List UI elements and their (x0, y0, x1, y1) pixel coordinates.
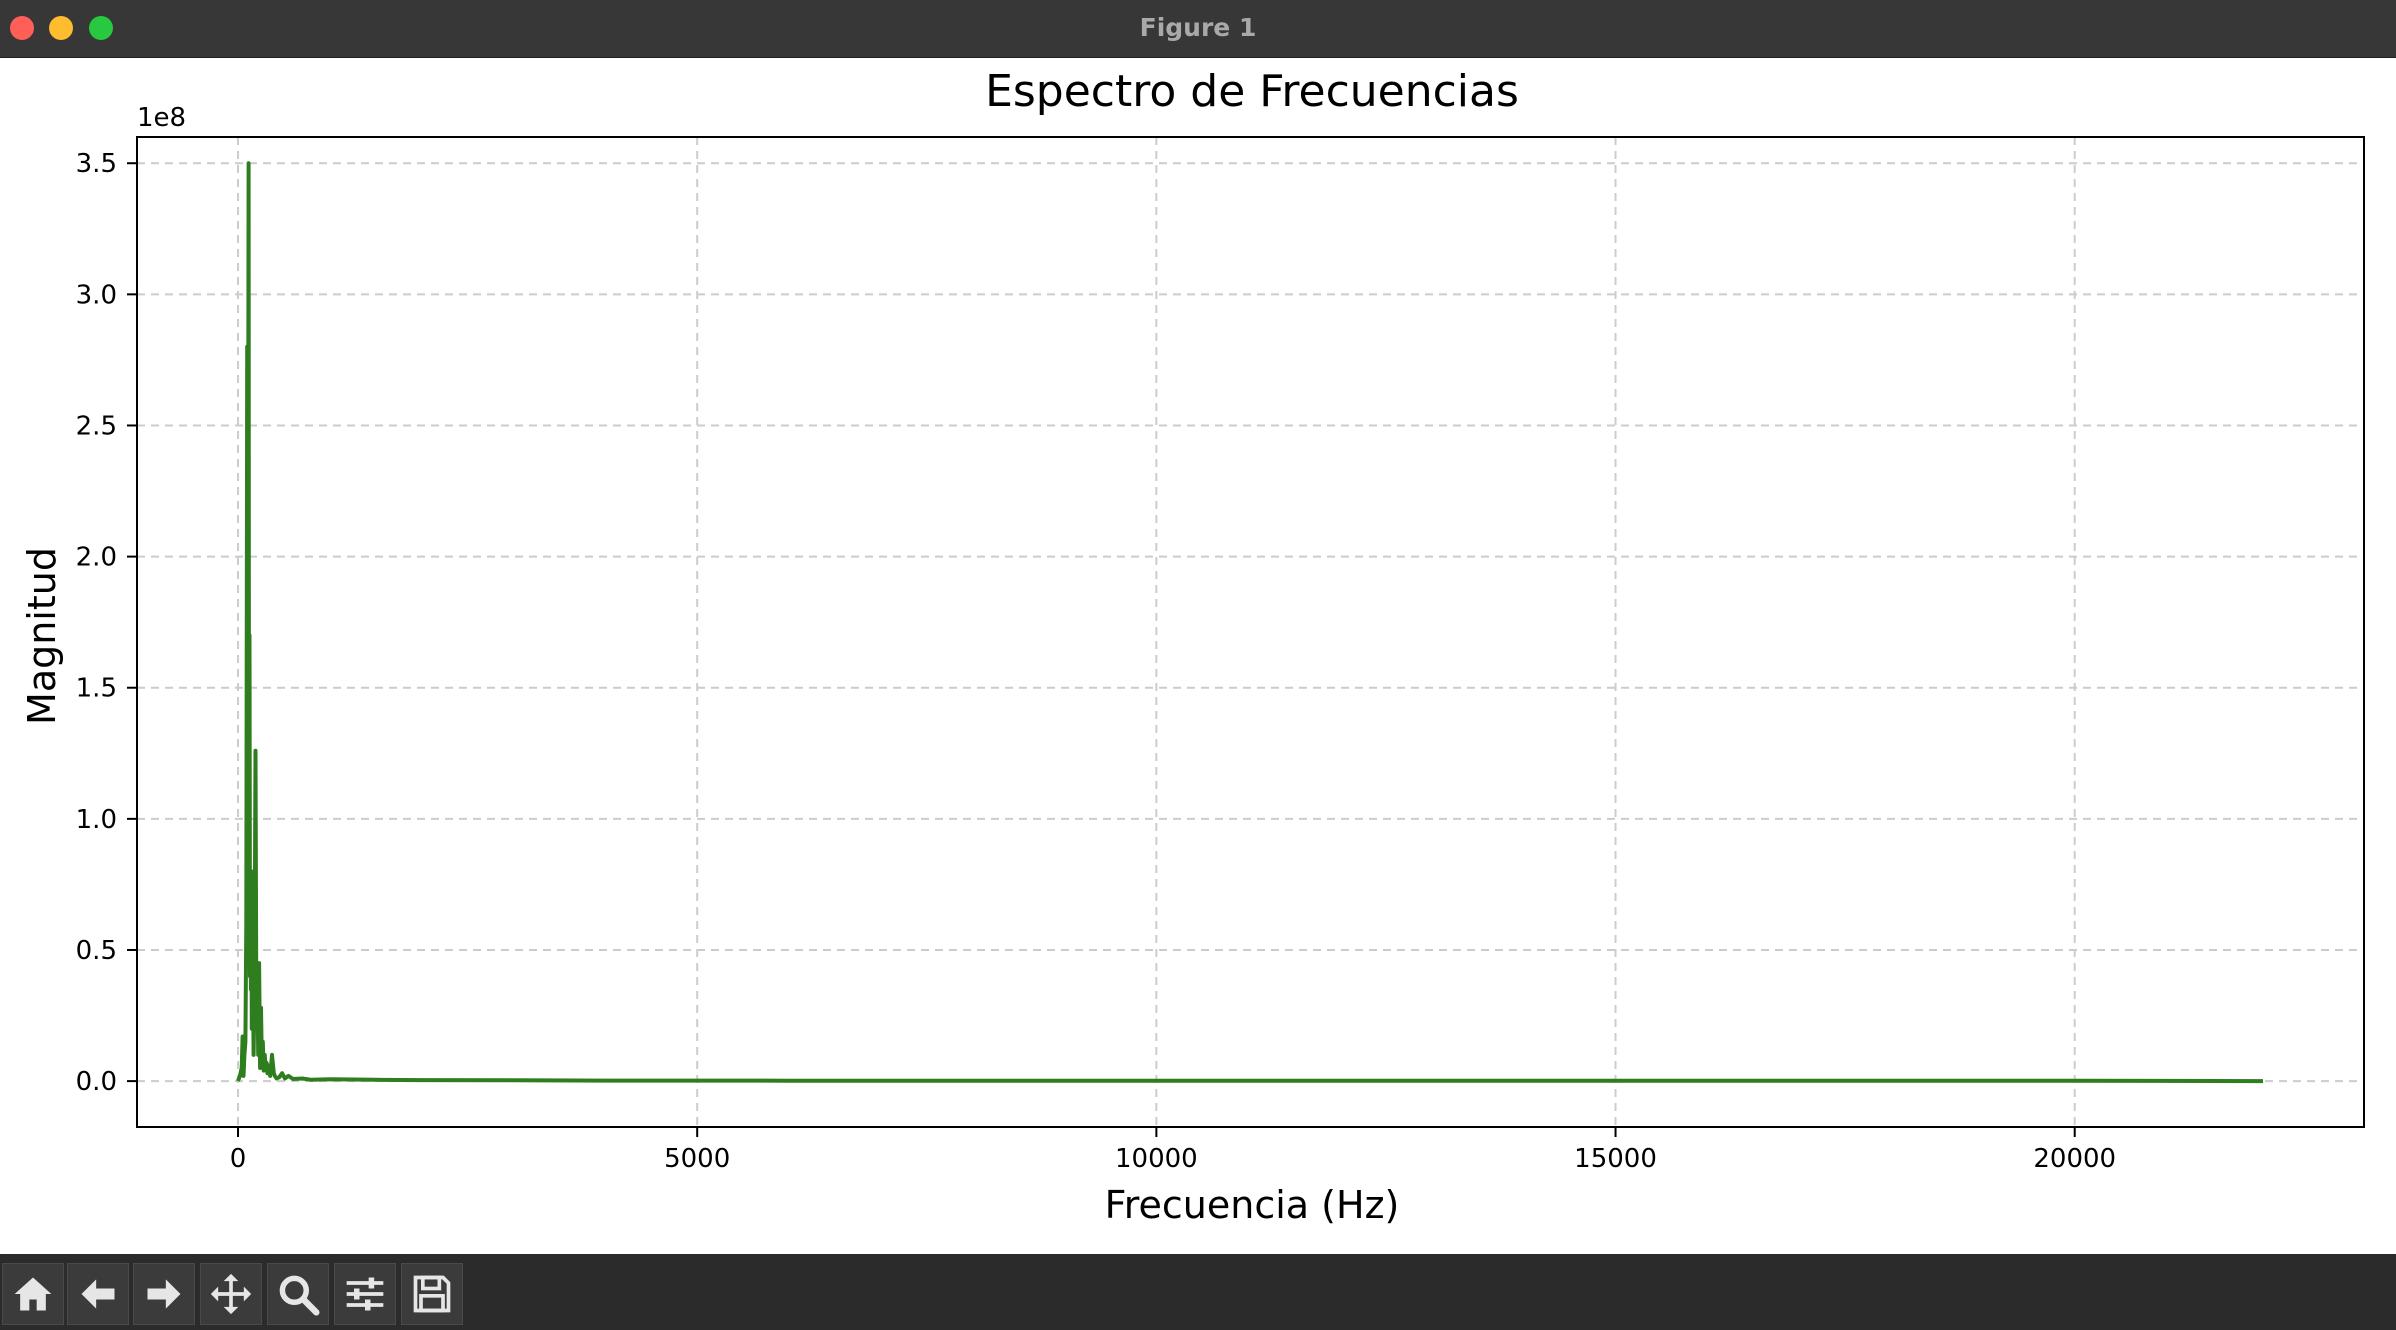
y-tick-label: 1.5 (76, 674, 117, 704)
navigation-toolbar (0, 1254, 2396, 1330)
save-button[interactable] (401, 1263, 463, 1325)
y-tick-label: 3.5 (76, 149, 117, 179)
y-tick-label: 1.0 (76, 805, 117, 835)
maximize-window-button[interactable] (89, 16, 113, 40)
floppy-disk-icon (413, 1275, 451, 1313)
y-tick-label: 0.0 (76, 1067, 117, 1097)
y-tick-label: 3.0 (76, 280, 117, 310)
sliders-icon (346, 1277, 384, 1311)
forward-button[interactable] (133, 1263, 195, 1325)
arrow-right-icon (147, 1279, 181, 1309)
x-tick-label: 0 (230, 1144, 247, 1174)
y-tick-label: 2.5 (76, 411, 117, 441)
plot-frame (136, 136, 2365, 1128)
home-icon (14, 1277, 52, 1311)
y-axis-offset-label: 1e8 (137, 103, 186, 133)
pan-button[interactable] (200, 1263, 262, 1325)
arrow-left-icon (81, 1279, 115, 1309)
x-tick-label: 5000 (664, 1144, 730, 1174)
spectrum-line (236, 161, 2264, 1084)
y-tick-label: 0.5 (76, 936, 117, 966)
y-tick-label: 2.0 (76, 543, 117, 573)
zoom-button[interactable] (267, 1263, 329, 1325)
close-window-button[interactable] (10, 16, 34, 40)
x-tick-label: 15000 (1574, 1144, 1657, 1174)
window-titlebar: Figure 1 (0, 0, 2396, 58)
back-button[interactable] (67, 1263, 129, 1325)
spectrum-chart: 0 5000 10000 15000 20000 0.0 0.5 1.0 1.5 2.0 2.5 3… (20, 66, 2365, 1227)
home-button[interactable] (2, 1263, 64, 1325)
x-tick-label: 10000 (1115, 1144, 1198, 1174)
configure-subplots-button[interactable] (334, 1263, 396, 1325)
y-axis-ticks: 0.0 0.5 1.0 1.5 2.0 2.5 3.0 3.5 (76, 149, 137, 1097)
y-axis-label: Magnitud (20, 547, 64, 725)
x-tick-label: 20000 (2033, 1144, 2116, 1174)
figure-canvas[interactable]: 0 5000 10000 15000 20000 0.0 0.5 1.0 1.5 2.0 2.5 3… (0, 58, 2396, 1254)
move-icon (210, 1273, 252, 1315)
minimize-window-button[interactable] (49, 16, 73, 40)
chart-title: Espectro de Frecuencias (985, 66, 1519, 117)
plot-area (137, 137, 2364, 1127)
x-axis-ticks: 0 5000 10000 15000 20000 (230, 1127, 2116, 1174)
window-title: Figure 1 (1139, 13, 1257, 42)
x-axis-label: Frecuencia (Hz) (1105, 1183, 1400, 1227)
magnifier-icon (279, 1275, 320, 1316)
